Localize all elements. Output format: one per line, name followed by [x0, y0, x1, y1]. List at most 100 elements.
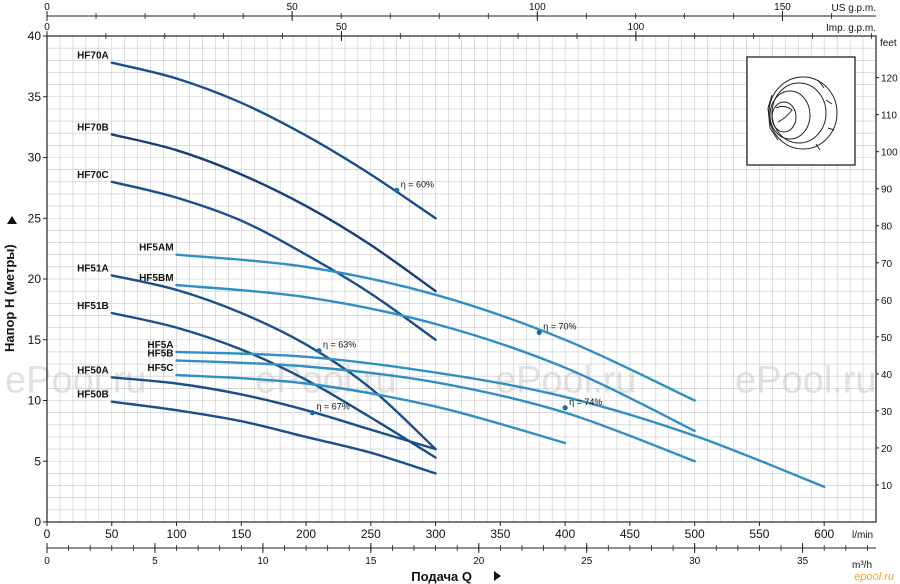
x-unit-lmin: l/min — [852, 530, 873, 541]
watermark-text: ePool.ru — [5, 359, 147, 401]
x-tick-label: 450 — [620, 527, 640, 541]
watermark-layer: ePool.ru ePool.ru ePool.ru ePool.ru — [5, 359, 877, 401]
efficiency-label: η = 67% — [317, 402, 350, 412]
series-label-hf50a: HF50A — [77, 365, 109, 376]
feet-tick-label: 100 — [881, 148, 898, 159]
feet-tick-label: 120 — [881, 74, 898, 85]
efficiency-point — [309, 410, 316, 416]
series-label-hf70a: HF70A — [77, 51, 109, 62]
series-label-hf5am: HF5AM — [139, 243, 173, 254]
series-label-hf70b: HF70B — [77, 122, 109, 133]
feet-tick-label: 50 — [881, 333, 893, 344]
feet-tick-label: 40 — [881, 370, 893, 381]
series-line-hf5a — [175, 350, 826, 488]
efficiency-label: η = 63% — [323, 340, 356, 350]
secondary-axis-label: 100 — [529, 2, 546, 13]
series-line-hf70a — [110, 61, 437, 220]
feet-tick-label: 80 — [881, 222, 893, 233]
x-unit-m3h: m³/h — [852, 560, 872, 571]
efficiency-label: η = 74% — [569, 397, 602, 407]
secondary-axis-label: 5 — [152, 556, 158, 567]
x-tick-label: 600 — [814, 527, 834, 541]
secondary-axis-label: 35 — [797, 556, 809, 567]
y-tick-label: 0 — [34, 515, 41, 529]
secondary-axis-label: 0 — [44, 2, 50, 13]
series-layer: HF70AHF70BHF70CHF5AMHF5BMHF51AHF51BHF5AH… — [77, 51, 826, 488]
secondary-axis-label: 100 — [628, 22, 645, 33]
secondary-axis-label: 0 — [44, 556, 50, 567]
y-tick-label: 35 — [28, 90, 42, 104]
x-tick-label: 200 — [296, 527, 316, 541]
series-line-hf50b — [110, 400, 437, 475]
feet-tick-label: 110 — [881, 111, 897, 122]
x-tick-label: 250 — [361, 527, 381, 541]
secondary-axis-label: 0 — [44, 22, 50, 33]
y-tick-label: 5 — [34, 454, 41, 468]
pump-illustration — [746, 56, 856, 166]
x-axis-arrow-icon — [494, 571, 501, 581]
secondary-axis-label: 25 — [581, 556, 593, 567]
secondary-axis-label: 30 — [689, 556, 701, 567]
efficiency-label: η = 60% — [401, 179, 434, 189]
x-tick-label: 0 — [44, 527, 51, 541]
feet-tick-label: 10 — [881, 481, 893, 492]
right-unit-feet: feet — [880, 38, 897, 49]
x-axis-title: Подача Q — [411, 569, 472, 584]
x-tick-label: 350 — [490, 527, 510, 541]
efficiency-label: η = 70% — [543, 321, 576, 331]
y-axis-arrow-icon — [7, 216, 17, 224]
secondary-axis-label: 20 — [473, 556, 485, 567]
series-label-hf5bm: HF5BM — [139, 273, 173, 284]
x-tick-label: 300 — [426, 527, 446, 541]
secondary-axis-label: 15 — [365, 556, 377, 567]
watermark-text: ePool.ru — [495, 359, 637, 401]
y-tick-label: 40 — [28, 29, 42, 43]
pump-housing-icon — [767, 76, 838, 151]
x-tick-label: 550 — [749, 527, 769, 541]
efficiency-point — [394, 187, 400, 193]
axes: 0510152025303540102030405060708090100110… — [28, 2, 898, 567]
series-line-hf5bm — [175, 283, 696, 433]
series-line-hf5c — [175, 373, 567, 445]
series-label-hf50b: HF50B — [77, 390, 109, 401]
series-line-hf50a — [110, 376, 437, 451]
series-label-hf51b: HF51B — [77, 301, 109, 312]
feet-tick-label: 20 — [881, 444, 893, 455]
feet-tick-label: 90 — [881, 185, 893, 196]
series-label-hf51a: HF51A — [77, 263, 109, 274]
efficiency-point — [536, 329, 542, 336]
y-tick-label: 15 — [28, 333, 42, 347]
top-unit-us: US g.p.m. — [832, 3, 876, 14]
series-line-hf70b — [110, 133, 437, 293]
x-tick-label: 100 — [167, 527, 187, 541]
efficiency-point — [316, 348, 322, 354]
secondary-axis-label: 50 — [336, 22, 348, 33]
secondary-axis-label: 10 — [257, 556, 269, 567]
watermark-text: ePool.ru — [735, 359, 877, 401]
x-tick-label: 50 — [105, 527, 119, 541]
y-tick-label: 10 — [28, 394, 42, 408]
series-label-hf5c: HF5C — [147, 363, 173, 374]
feet-tick-label: 70 — [881, 259, 893, 270]
efficiency-point — [562, 405, 568, 411]
x-tick-label: 150 — [231, 527, 251, 541]
y-tick-label: 20 — [28, 272, 42, 286]
series-line-hf70c — [110, 180, 437, 341]
y-tick-label: 30 — [28, 151, 42, 165]
feet-tick-label: 60 — [881, 296, 893, 307]
corner-watermark: epool.ru — [854, 571, 894, 583]
series-line-hf5am — [175, 253, 696, 402]
feet-tick-label: 30 — [881, 407, 893, 418]
series-label-hf5a: HF5A — [147, 340, 173, 351]
y-tick-label: 25 — [28, 211, 42, 225]
x-tick-label: 400 — [555, 527, 575, 541]
secondary-axis-label: 50 — [287, 2, 299, 13]
series-line-hf5b — [175, 359, 696, 463]
secondary-axis-label: 150 — [774, 2, 791, 13]
annotation-layer: η = 60% η = 70% η = 63% η = 74% η = 67% — [309, 179, 602, 416]
series-label-hf70c: HF70C — [77, 170, 109, 181]
series-label-hf5b: HF5B — [147, 348, 173, 359]
series-line-hf51a — [110, 274, 437, 451]
y-axis-title: Напор H (метры) — [2, 244, 17, 352]
